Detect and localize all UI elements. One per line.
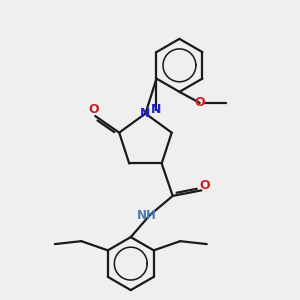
Text: O: O [200, 179, 210, 193]
Text: N: N [151, 103, 162, 116]
Text: NH: NH [137, 209, 157, 222]
Text: N: N [140, 107, 151, 120]
Text: O: O [88, 103, 99, 116]
Text: O: O [194, 96, 205, 110]
